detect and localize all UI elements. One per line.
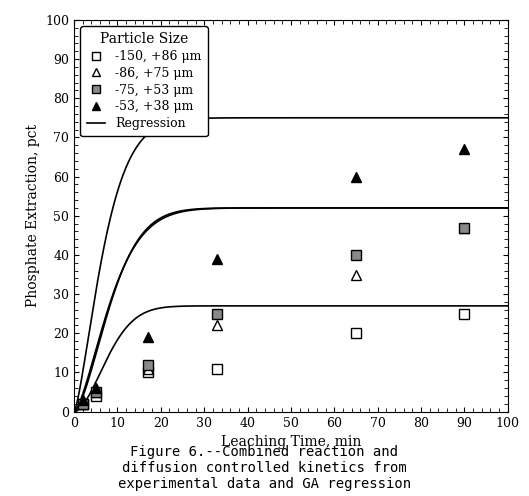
X-axis label: Leaching Time, min: Leaching Time, min (221, 435, 361, 449)
Text: Figure 6.--Combined reaction and
diffusion controlled kinetics from
experimental: Figure 6.--Combined reaction and diffusi… (118, 444, 411, 491)
Legend: -150, +86 μm, -86, +75 μm, -75, +53 μm, -53, +38 μm, Regression: -150, +86 μm, -86, +75 μm, -75, +53 μm, … (80, 26, 208, 136)
Y-axis label: Phosphate Extraction, pct: Phosphate Extraction, pct (25, 124, 40, 307)
